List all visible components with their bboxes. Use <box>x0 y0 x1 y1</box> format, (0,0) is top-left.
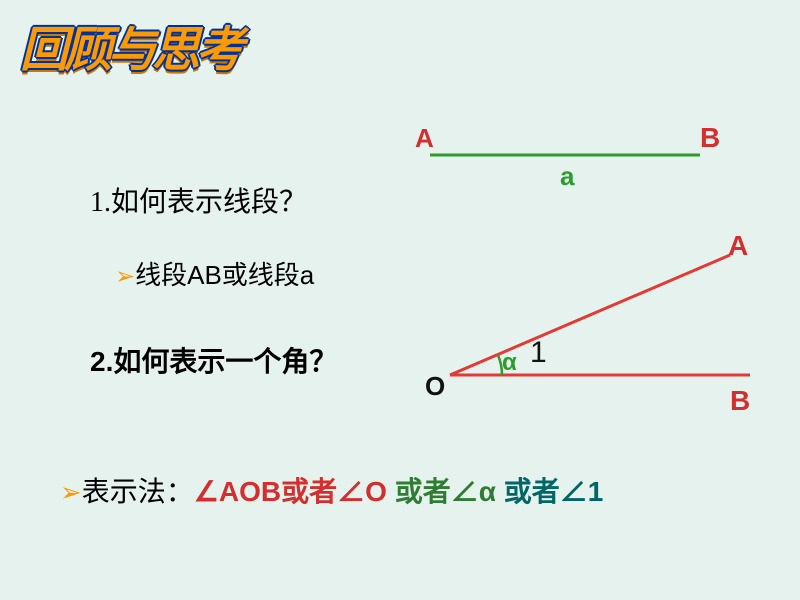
question-1: 1.如何表示线段？ <box>90 180 307 220</box>
bullet-icon: ➢ <box>115 263 135 290</box>
bullet-icon: ➢ <box>60 477 82 507</box>
angle-label-o: O <box>425 371 445 401</box>
answer-1: ➢线段AB或线段a <box>115 255 314 292</box>
answer-2: ➢表示法：∠AOB或者∠O 或者∠α 或者∠1 <box>60 470 603 510</box>
angle-label-a: A <box>728 230 748 261</box>
ray-oa <box>450 255 730 375</box>
answer-2-green: 或者∠α <box>395 476 496 507</box>
segment-diagram: A B a <box>405 125 725 205</box>
angle-label-1: 1 <box>530 336 547 369</box>
answer-2-bluegreen: 或者∠1 <box>504 476 604 507</box>
answer-2-red: ∠AOB或者∠O <box>194 476 387 507</box>
segment-label-b: B <box>700 125 720 153</box>
angle-label-b: B <box>730 385 750 416</box>
angle-diagram: O A B α 1 <box>410 220 770 420</box>
slide-title: 回顾与思考 <box>20 10 240 80</box>
segment-label-lowercase-a: a <box>560 161 575 191</box>
answer-1-text: 线段AB或线段a <box>135 260 314 290</box>
angle-label-alpha: α <box>502 349 517 376</box>
answer-2-lead: 表示法： <box>82 476 194 507</box>
question-2: 2.如何表示一个角？ <box>90 340 337 380</box>
segment-label-a: A <box>415 125 434 153</box>
